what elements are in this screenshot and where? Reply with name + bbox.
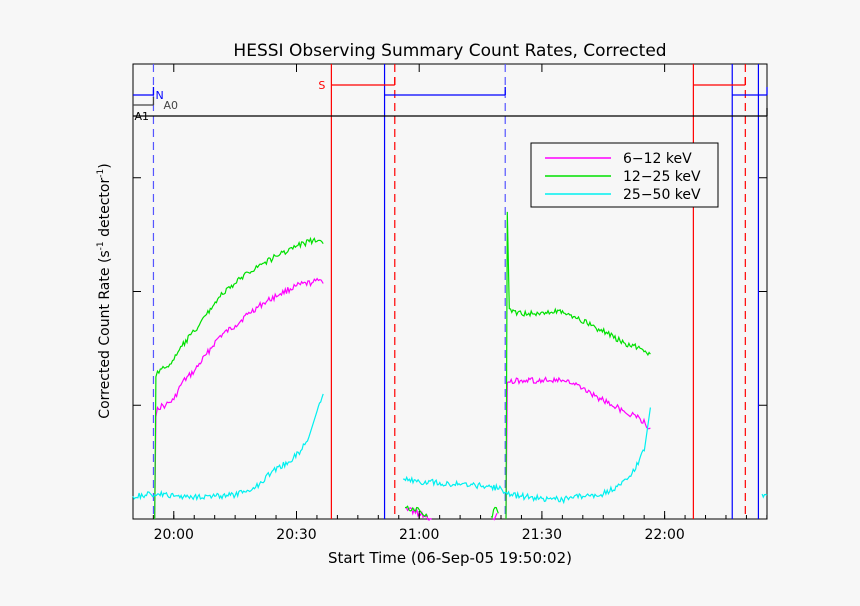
status-bar-label: S [318,79,325,92]
chart-title: HESSI Observing Summary Count Rates, Cor… [233,41,666,61]
series-line [132,393,324,502]
series-line [490,506,499,519]
status-bar-label: N [155,89,163,102]
status-bar-label: A1 [134,110,149,123]
y-axis-label-part: detector [97,178,113,242]
x-tick-label: 21:30 [522,527,562,543]
x-axis-label: Start Time (06-Sep-05 19:50:02) [328,549,572,567]
legend-label: 12−25 keV [623,169,701,185]
series-line [154,277,324,520]
series-line [505,211,651,520]
axes-layer: 20:00 20:30 21:00 21:30 22:00 [133,64,768,543]
status-bars-layer: S NA0 A1 [133,77,768,123]
series-line [492,513,498,521]
legend: 6−12 keV 12−25 keV 25−50 keV [530,142,719,208]
x-tick-label: 20:00 [154,527,194,543]
y-axis-label: Corrected Count Rate (s-1 detector-1) [96,163,113,418]
series-line [505,376,651,520]
x-tick-label: 21:00 [399,527,439,543]
y-axis-label-sup: -1 [96,241,106,250]
x-tick-label: 20:30 [276,527,316,543]
legend-label: 25−50 keV [623,187,701,203]
series-line [402,407,651,505]
series-line [404,505,429,518]
legend-box [530,142,719,208]
legend-label: 6−12 keV [623,151,692,167]
y-axis-label-sup: -1 [96,169,106,178]
x-tick-label: 22:00 [644,527,684,543]
y-axis-label-part: Corrected Count Rate (s [97,250,113,418]
series-line [405,507,432,521]
series-layer [132,211,768,521]
plot-frame [132,63,768,520]
event-lines-layer [152,64,760,519]
series-line [761,493,768,499]
status-bar-label: A0 [163,99,178,112]
y-axis-label-part: ) [97,163,113,168]
series-line [154,236,324,520]
